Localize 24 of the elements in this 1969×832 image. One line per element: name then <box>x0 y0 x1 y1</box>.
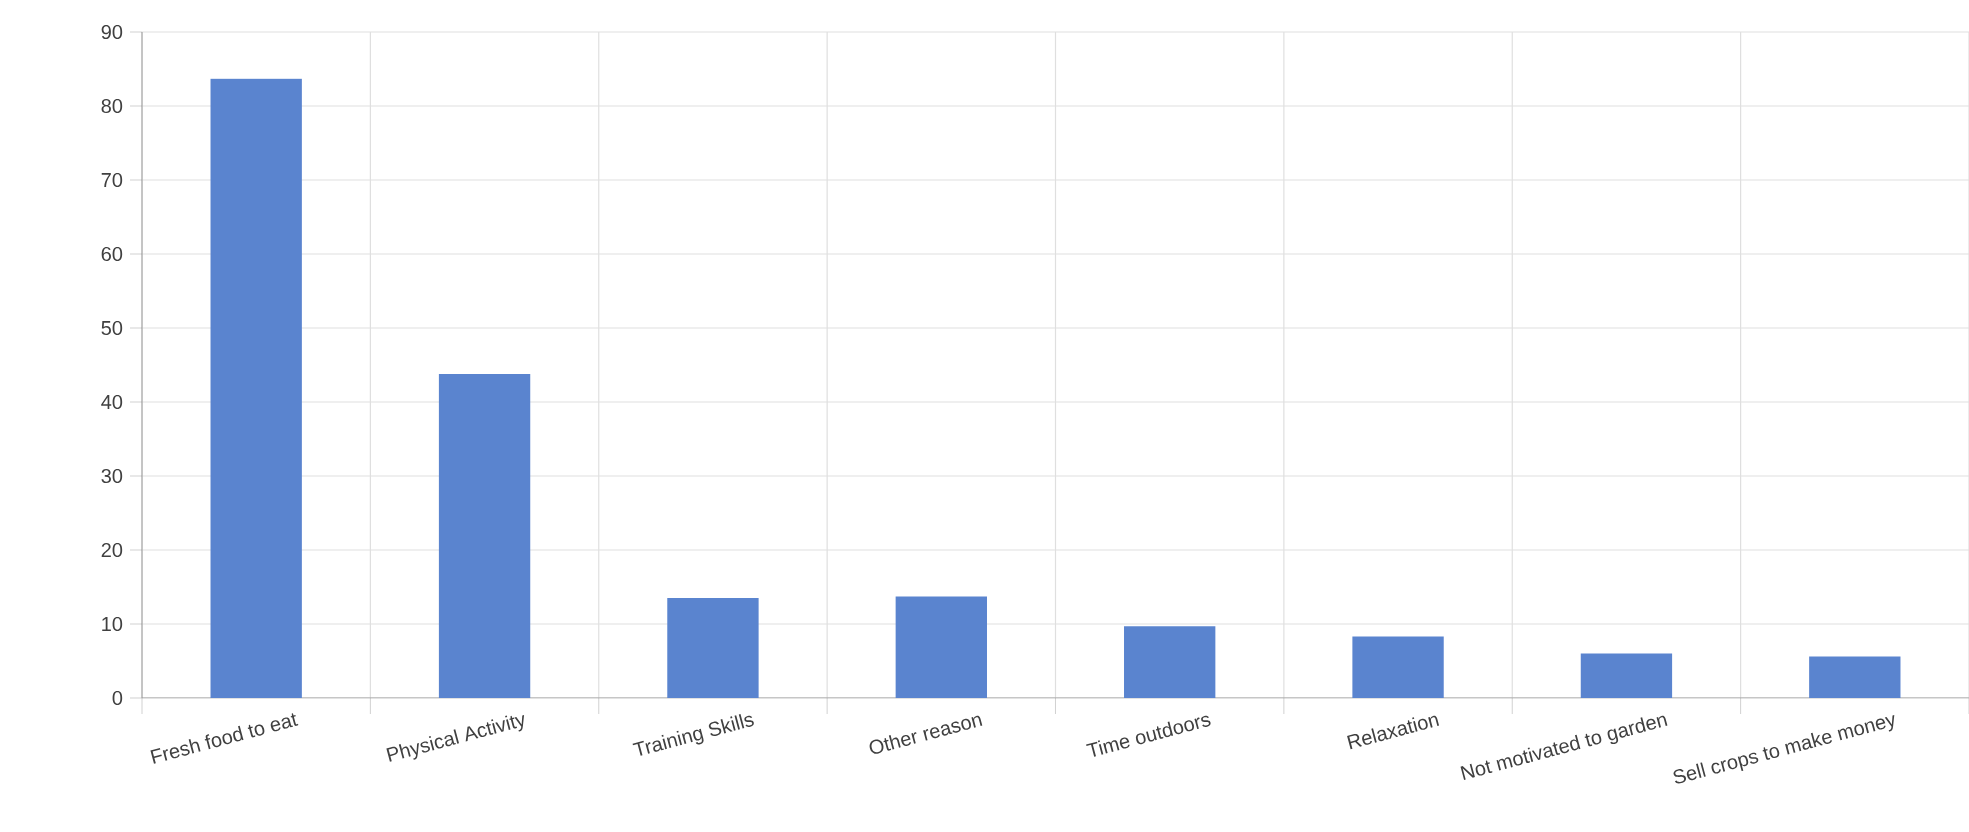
x-tick-label: Sell crops to make money <box>1673 714 1895 784</box>
bar <box>1124 626 1216 698</box>
bar <box>210 78 302 698</box>
x-tick-label: Physical Activity <box>386 714 525 762</box>
bar <box>1352 636 1444 698</box>
y-tick-label: 40 <box>101 394 123 410</box>
y-tick-label: 60 <box>101 246 123 262</box>
y-tick-label: 0 <box>112 690 123 706</box>
y-tick-label: 50 <box>101 320 123 336</box>
bar <box>438 373 531 698</box>
y-tick-label: 80 <box>101 98 123 114</box>
x-tick-label: Other reason <box>869 715 983 754</box>
y-tick-label: 90 <box>101 24 123 40</box>
x-tick-label: Time outdoors <box>1086 715 1211 757</box>
y-tick-label: 20 <box>101 542 123 558</box>
x-tick-label: Fresh food to eat <box>150 713 299 764</box>
y-tick-label: 30 <box>101 468 123 484</box>
x-tick-label: Training Skills <box>632 714 754 756</box>
bar <box>895 596 987 698</box>
bar <box>667 598 759 698</box>
y-tick-label: 10 <box>102 616 123 632</box>
bar <box>1809 656 1901 698</box>
y-tick-label: 70 <box>101 172 123 188</box>
bar <box>1580 653 1673 698</box>
